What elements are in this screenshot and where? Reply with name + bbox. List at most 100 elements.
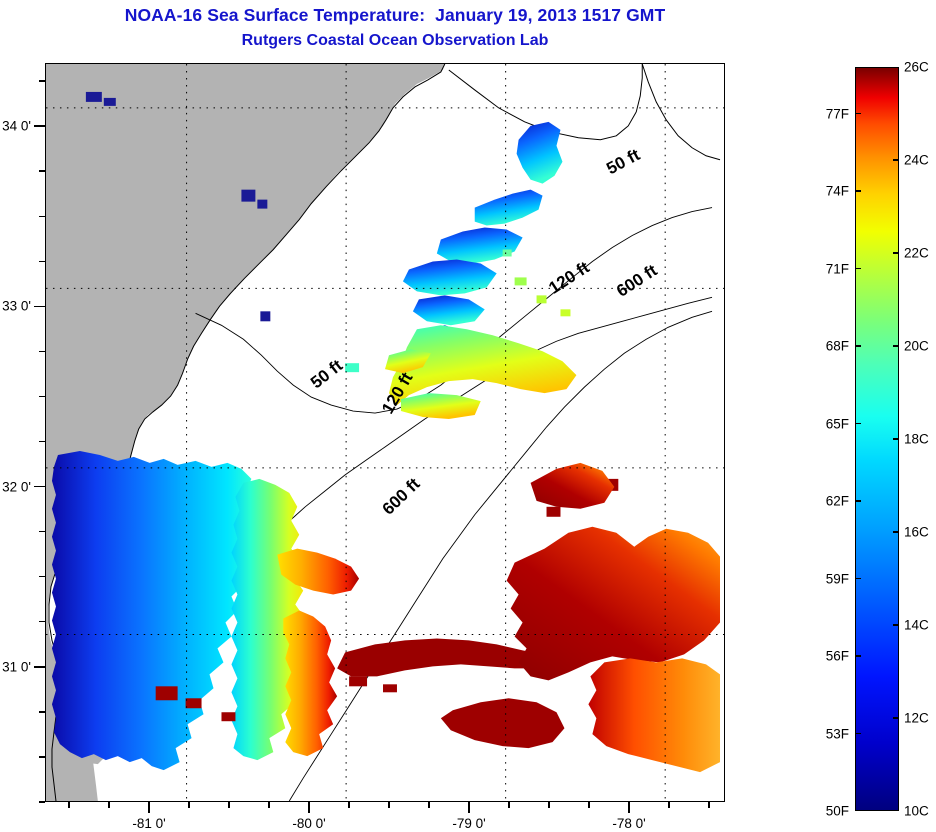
colorbar-celsius-label-0: 10C <box>904 803 929 819</box>
colorbar-fahrenheit-tick-5 <box>855 422 861 425</box>
colorbar-celsius-label-3: 16C <box>904 524 929 540</box>
colorbar-celsius-tick-4 <box>893 438 899 440</box>
colorbar-celsius-label-4: 18C <box>904 431 929 447</box>
colorbar-fahrenheit-tick-3 <box>855 577 861 580</box>
x-axis-label-1: -80 0' <box>292 816 326 831</box>
y-axis-label-1: 33 0' <box>2 298 31 314</box>
colorbar-fahrenheit-tick-6 <box>855 345 861 347</box>
x-axis-minor-tick <box>188 802 190 808</box>
colorbar-celsius-tick-6 <box>893 252 899 254</box>
y-axis-minor-tick <box>39 711 45 713</box>
page-title: NOAA-16 Sea Surface Temperature: January… <box>124 5 666 25</box>
y-axis-minor-tick <box>39 801 45 803</box>
colorbar-gradient <box>856 68 898 810</box>
sst-field-gulfstream-core <box>506 526 721 681</box>
sst-field-north-warm3 <box>400 393 481 420</box>
y-axis-major-tick <box>34 125 45 127</box>
sst-field-north-warm2 <box>385 349 431 374</box>
colorbar-fahrenheit-label-5: 65F <box>825 416 849 431</box>
colorbar-fahrenheit-label-3: 59F <box>825 571 849 586</box>
x-axis-minor-tick <box>108 802 110 808</box>
y-axis-minor-tick <box>39 260 45 262</box>
y-axis-minor-tick <box>39 215 45 217</box>
sst-field-gulfstream-filament <box>337 638 545 677</box>
y-axis-minor-tick <box>39 756 45 758</box>
sst-field-north-specks <box>345 249 571 373</box>
x-axis-minor-tick <box>508 802 510 808</box>
x-axis-minor-tick <box>588 802 590 808</box>
map-gridlines <box>46 64 724 801</box>
y-axis-label-2: 32 0' <box>2 479 31 495</box>
sst-field-warm-tongue <box>277 548 360 595</box>
y-axis-minor-tick <box>39 530 45 533</box>
colorbar-fahrenheit-label-8: 74F <box>825 183 849 199</box>
sst-field-land-specks <box>85 91 271 322</box>
x-axis-minor-tick <box>348 802 350 808</box>
y-axis-minor-tick <box>39 621 45 623</box>
y-axis-label-3: 31 0' <box>2 659 31 675</box>
x-axis-label-2: -79 0' <box>452 816 486 831</box>
colorbar-fahrenheit-label-9: 77F <box>825 106 849 121</box>
map-plot-area[interactable]: 50 ft 50 ft 120 ft 120 ft 600 ft 600 ft <box>45 63 725 802</box>
x-axis-major-tick <box>628 802 630 813</box>
colorbar-fahrenheit-label-6: 68F <box>825 338 849 354</box>
sst-map-canvas: 50 ft 50 ft 120 ft 120 ft 600 ft 600 ft <box>46 64 724 801</box>
colorbar-celsius-tick-2 <box>893 624 899 626</box>
colorbar-celsius-label-7: 24C <box>904 152 929 168</box>
colorbar-celsius-label-5: 20C <box>904 338 929 354</box>
x-axis-major-tick <box>148 802 150 813</box>
x-axis-label-3: -78 0' <box>612 816 646 831</box>
x-axis-minor-tick <box>268 802 270 808</box>
colorbar-celsius-tick-5 <box>893 345 899 347</box>
coastline-cape-fear <box>448 64 643 141</box>
sst-field-north-warm <box>388 325 577 406</box>
x-axis-minor-tick <box>708 802 710 808</box>
colorbar-celsius-tick-3 <box>893 531 899 533</box>
depth-contour-600ft <box>288 310 713 801</box>
colorbar-celsius-tick-7 <box>893 159 899 161</box>
figure-subtitle: Rutgers Coastal Ocean Observation Lab <box>241 32 549 49</box>
colorbar-fahrenheit-label-7: 71F <box>825 261 849 276</box>
colorbar-fahrenheit-tick-7 <box>855 267 861 270</box>
colorbar-celsius-label-8: 26C <box>904 59 929 75</box>
x-axis-minor-tick <box>668 802 670 808</box>
y-axis-minor-tick <box>39 350 45 353</box>
colorbar-fahrenheit-label-4: 62F <box>825 493 849 509</box>
land-polygon-main <box>46 64 445 801</box>
x-axis-minor-tick <box>388 802 390 808</box>
colorbar-fahrenheit-label-0: 50F <box>825 803 849 819</box>
y-axis-minor-tick <box>39 575 45 578</box>
sst-field-north-cold-capefear <box>516 121 563 184</box>
x-axis-major-tick <box>468 802 470 813</box>
colorbar-celsius-label-6: 22C <box>904 245 929 261</box>
y-axis-major-tick <box>34 666 45 668</box>
sst-field-gulfstream-branch <box>440 698 565 749</box>
coastline-outer-banks <box>641 64 721 161</box>
x-axis-minor-tick <box>428 802 430 808</box>
x-axis-minor-tick <box>228 802 230 808</box>
y-axis-minor-tick <box>39 80 45 82</box>
figure-title-block: NOAA-16 Sea Surface Temperature: January… <box>0 0 790 50</box>
sst-data-overlay <box>51 91 721 773</box>
y-axis-major-tick <box>34 305 45 308</box>
colorbar-celsius-tick-1 <box>893 717 899 719</box>
x-axis-minor-tick <box>68 802 70 808</box>
sst-field-coastal-cold <box>51 450 252 771</box>
y-axis-minor-tick <box>39 440 45 443</box>
colorbar-fahrenheit-tick-2 <box>855 655 861 657</box>
y-axis-label-0: 34 0' <box>2 118 31 134</box>
y-axis-minor-tick <box>39 395 45 398</box>
colorbar-celsius-label-1: 12C <box>904 710 929 726</box>
x-axis-label-0: -81 0' <box>132 816 166 831</box>
colorbar-fahrenheit-label-1: 53F <box>825 726 849 741</box>
sst-field-gulfstream-east <box>588 658 721 773</box>
sst-field-north-cold-band2 <box>436 227 523 264</box>
colorbar-fahrenheit-tick-1 <box>855 732 861 735</box>
sst-field-gulfstream-north-lobe <box>530 462 615 509</box>
sst-field-outer-warm <box>283 610 338 757</box>
x-axis-major-tick <box>308 802 310 813</box>
y-axis-minor-tick <box>39 170 45 172</box>
colorbar-fahrenheit-tick-9 <box>855 112 861 115</box>
colorbar-fahrenheit-label-2: 56F <box>825 648 849 664</box>
